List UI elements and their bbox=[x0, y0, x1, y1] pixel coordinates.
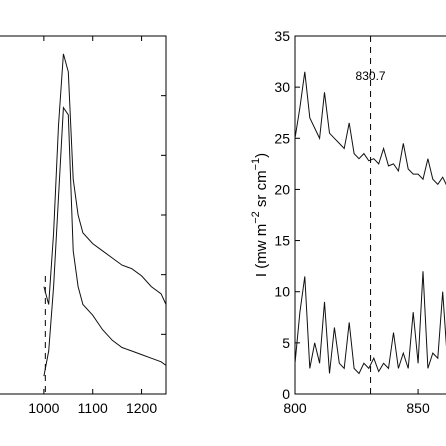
left-x-tick-label: 1200 bbox=[126, 400, 157, 416]
left-x-tick-label: 1100 bbox=[78, 400, 108, 416]
left-x-tick-label: 1000 bbox=[28, 400, 59, 416]
right-y-tick-label: 20 bbox=[274, 181, 290, 197]
ylabel-end: ) bbox=[253, 153, 270, 158]
right-y-axis-label: I (mw m−2 sr cm−1) bbox=[250, 153, 270, 277]
left-plot-frame bbox=[0, 35, 167, 395]
right-y-tick-label: 15 bbox=[274, 233, 290, 249]
right-series-line-1 bbox=[294, 71, 446, 186]
right-x-tick-label: 850 bbox=[406, 400, 430, 416]
right-vline-label-1: 830.7 bbox=[356, 69, 386, 83]
left-y-ticks bbox=[161, 95, 166, 395]
right-y-tick-label: 35 bbox=[274, 28, 290, 44]
right-y-ticks: 0 5 10 15 20 25 30 35 bbox=[274, 28, 300, 402]
right-y-tick-label: 10 bbox=[274, 284, 290, 300]
ylabel-mid: sr cm bbox=[253, 170, 270, 211]
left-series-line-1 bbox=[43, 53, 167, 305]
right-vlines: 830.786 bbox=[356, 36, 446, 394]
right-series-group bbox=[294, 71, 446, 375]
right-y-tick-label: 25 bbox=[274, 130, 290, 146]
left-series-line-2 bbox=[43, 106, 167, 377]
ylabel-sup2: −1 bbox=[250, 158, 262, 171]
right-y-tick-label: 0 bbox=[282, 386, 290, 402]
ylabel-main: I (mw m bbox=[253, 224, 270, 277]
right-panel: 830.786 800 850 0 5 10 15 20 25 30 35 I (mw m−2 … bbox=[250, 28, 446, 416]
left-x-ticks: 1000 1100 1200 bbox=[28, 36, 157, 416]
right-x-ticks: 800 850 bbox=[283, 389, 430, 416]
right-series-line-2 bbox=[294, 271, 446, 375]
right-y-tick-label: 5 bbox=[282, 335, 290, 351]
left-series-group bbox=[43, 53, 167, 377]
left-panel: 1000 1100 1200 bbox=[0, 35, 167, 416]
right-plot-frame bbox=[294, 35, 446, 395]
ylabel-sup1: −2 bbox=[250, 211, 262, 224]
right-y-tick-label: 30 bbox=[274, 79, 290, 95]
right-x-tick-label: 800 bbox=[283, 400, 307, 416]
